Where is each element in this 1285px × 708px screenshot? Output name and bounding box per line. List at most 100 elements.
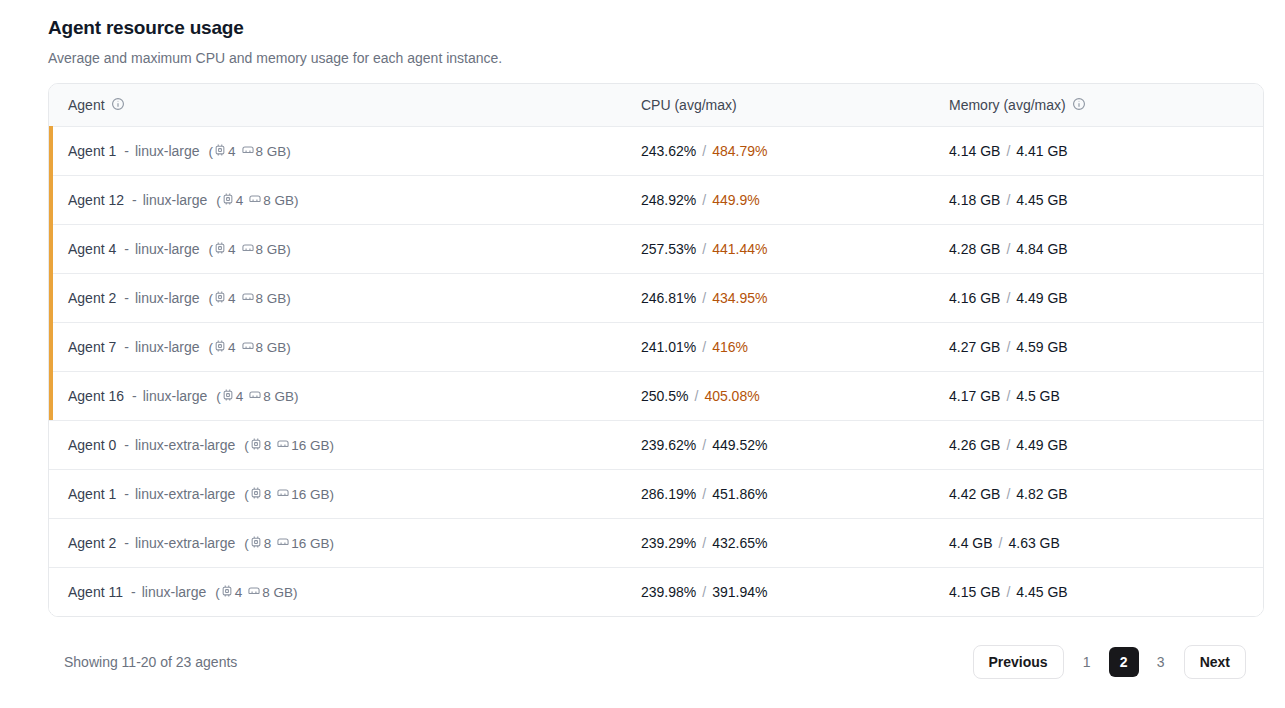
memory-max-value: 4.45 GB — [1016, 584, 1067, 600]
table-header-row: Agent CPU (avg/max) Memory (avg/max) — [49, 84, 1263, 126]
value-separator: / — [702, 437, 706, 453]
spec-close-paren: ) — [330, 438, 335, 453]
agent-name: Agent 2 — [68, 290, 116, 306]
table-row[interactable]: Agent 11 - linux-large (48 GB) 239.98% /… — [49, 567, 1263, 616]
cpu-usage-cell: 257.53% / 441.44% — [641, 241, 949, 257]
page-button[interactable]: 1 — [1072, 647, 1102, 677]
info-icon[interactable] — [111, 97, 125, 114]
value-separator: / — [702, 535, 706, 551]
memory-avg-value: 4.4 GB — [949, 535, 993, 551]
cpu-max-value: 432.65% — [712, 535, 767, 551]
memory-usage-cell: 4.4 GB / 4.63 GB — [949, 535, 1263, 551]
cpu-avg-value: 239.29% — [641, 535, 696, 551]
cpu-max-value: 449.9% — [712, 192, 759, 208]
memory-avg-value: 4.28 GB — [949, 241, 1000, 257]
memory-max-value: 4.49 GB — [1016, 437, 1067, 453]
page-title: Agent resource usage — [48, 17, 1264, 39]
ram-size: 8 GB — [262, 585, 293, 600]
cpu-avg-value: 286.19% — [641, 486, 696, 502]
memory-stick-icon — [241, 339, 255, 356]
column-header-memory: Memory (avg/max) — [949, 97, 1263, 114]
cpu-chip-icon — [213, 339, 227, 356]
cpu-usage-cell: 239.29% / 432.65% — [641, 535, 949, 551]
table-row[interactable]: Agent 4 - linux-large (48 GB) 257.53% / … — [49, 224, 1263, 273]
memory-usage-cell: 4.42 GB / 4.82 GB — [949, 486, 1263, 502]
page-button-current[interactable]: 2 — [1109, 647, 1139, 677]
memory-max-value: 4.49 GB — [1016, 290, 1067, 306]
value-separator: / — [1006, 437, 1010, 453]
value-separator: / — [1006, 290, 1010, 306]
cpu-max-value: 441.44% — [712, 241, 767, 257]
agent-cell: Agent 0 - linux-extra-large (816 GB) — [49, 437, 641, 454]
cpu-max-value: 484.79% — [712, 143, 767, 159]
agent-name: Agent 2 — [68, 535, 116, 551]
cpu-max-value: 449.52% — [712, 437, 767, 453]
table-row[interactable]: Agent 2 - linux-large (48 GB) 246.81% / … — [49, 273, 1263, 322]
agent-name: Agent 11 — [68, 584, 123, 600]
spec-close-paren: ) — [330, 487, 335, 502]
memory-usage-cell: 4.15 GB / 4.45 GB — [949, 584, 1263, 600]
next-page-button[interactable]: Next — [1184, 645, 1246, 679]
memory-avg-value: 4.14 GB — [949, 143, 1000, 159]
agent-specs: (48 GB) — [209, 339, 291, 356]
memory-usage-cell: 4.18 GB / 4.45 GB — [949, 192, 1263, 208]
agent-instance-type: linux-large — [143, 388, 208, 404]
table-row[interactable]: Agent 7 - linux-large (48 GB) 241.01% / … — [49, 322, 1263, 371]
agent-name: Agent 7 — [68, 339, 116, 355]
cpu-usage-cell: 239.62% / 449.52% — [641, 437, 949, 453]
cpu-chip-icon — [249, 486, 263, 503]
agent-specs: (48 GB) — [209, 143, 291, 160]
agent-name: Agent 1 — [68, 486, 116, 502]
agent-instance-type: linux-large — [135, 339, 200, 355]
cpu-chip-icon — [213, 241, 227, 258]
value-separator: / — [1006, 339, 1010, 355]
cpu-count: 4 — [235, 585, 243, 600]
memory-usage-cell: 4.16 GB / 4.49 GB — [949, 290, 1263, 306]
cpu-avg-value: 243.62% — [641, 143, 696, 159]
table-row[interactable]: Agent 1 - linux-extra-large (816 GB) 286… — [49, 469, 1263, 518]
spec-close-paren: ) — [286, 291, 291, 306]
table-row[interactable]: Agent 0 - linux-extra-large (816 GB) 239… — [49, 420, 1263, 469]
cpu-avg-value: 246.81% — [641, 290, 696, 306]
type-separator: - — [124, 535, 129, 551]
value-separator: / — [1006, 486, 1010, 502]
table-row[interactable]: Agent 16 - linux-large (48 GB) 250.5% / … — [49, 371, 1263, 420]
cpu-count: 4 — [228, 144, 236, 159]
cpu-chip-icon — [249, 437, 263, 454]
agent-name: Agent 1 — [68, 143, 116, 159]
page-button[interactable]: 3 — [1146, 647, 1176, 677]
ram-size: 8 GB — [256, 144, 287, 159]
memory-stick-icon — [241, 290, 255, 307]
memory-stick-icon — [276, 437, 290, 454]
cpu-count: 4 — [236, 193, 244, 208]
memory-stick-icon — [248, 192, 262, 209]
value-separator: / — [694, 388, 698, 404]
memory-max-value: 4.59 GB — [1016, 339, 1067, 355]
spec-close-paren: ) — [293, 585, 298, 600]
memory-avg-value: 4.17 GB — [949, 388, 1000, 404]
cpu-max-value: 451.86% — [712, 486, 767, 502]
column-header-cpu: CPU (avg/max) — [641, 97, 949, 113]
table-row[interactable]: Agent 2 - linux-extra-large (816 GB) 239… — [49, 518, 1263, 567]
type-separator: - — [124, 437, 129, 453]
ram-size: 8 GB — [256, 340, 287, 355]
agent-cell: Agent 2 - linux-extra-large (816 GB) — [49, 535, 641, 552]
agent-cell: Agent 7 - linux-large (48 GB) — [49, 339, 641, 356]
cpu-chip-icon — [213, 143, 227, 160]
info-icon[interactable] — [1072, 97, 1086, 114]
cpu-chip-icon — [221, 192, 235, 209]
memory-avg-value: 4.15 GB — [949, 584, 1000, 600]
agent-cell: Agent 1 - linux-large (48 GB) — [49, 143, 641, 160]
value-separator: / — [702, 339, 706, 355]
memory-stick-icon — [241, 241, 255, 258]
agent-specs: (48 GB) — [209, 241, 291, 258]
type-separator: - — [124, 486, 129, 502]
memory-avg-value: 4.27 GB — [949, 339, 1000, 355]
previous-page-button[interactable]: Previous — [973, 645, 1064, 679]
table-row[interactable]: Agent 12 - linux-large (48 GB) 248.92% /… — [49, 175, 1263, 224]
table-row[interactable]: Agent 1 - linux-large (48 GB) 243.62% / … — [49, 126, 1263, 175]
spec-close-paren: ) — [286, 242, 291, 257]
showing-count: Showing 11-20 of 23 agents — [64, 654, 237, 670]
value-separator: / — [702, 143, 706, 159]
cpu-max-value: 405.08% — [704, 388, 759, 404]
